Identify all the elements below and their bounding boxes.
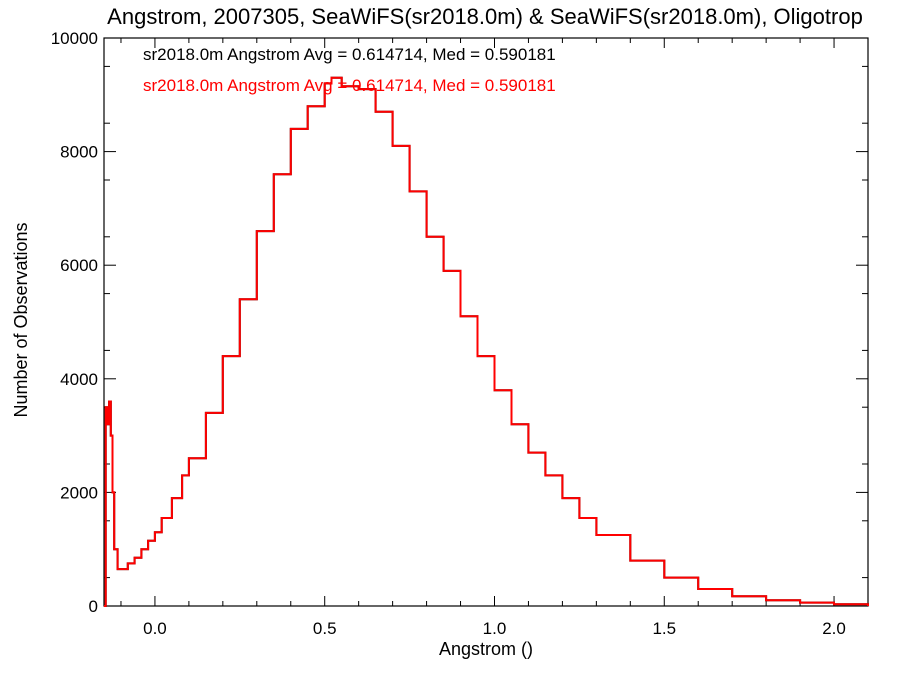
x-tick-label: 2.0 [822, 619, 846, 638]
series-line-black [104, 76, 869, 607]
y-tick-label: 10000 [51, 29, 98, 48]
y-axis-label: Number of Observations [11, 222, 31, 417]
y-tick-label: 8000 [60, 143, 98, 162]
x-tick-label: 1.5 [652, 619, 676, 638]
legend-entry-black: sr2018.0m Angstrom Avg = 0.614714, Med =… [143, 45, 556, 64]
x-tick-label: 0.0 [143, 619, 167, 638]
legend-entry-red: sr2018.0m Angstrom Avg = 0.614714, Med =… [143, 76, 556, 95]
x-axis-label: Angstrom () [439, 639, 533, 659]
y-tick-label: 2000 [60, 483, 98, 502]
plot-area [103, 37, 869, 607]
plot-frame [103, 37, 869, 607]
series-line-red [104, 76, 869, 607]
y-tick-label: 4000 [60, 370, 98, 389]
chart-title: Angstrom, 2007305, SeaWiFS(sr2018.0m) & … [107, 4, 863, 29]
x-tick-label: 0.5 [313, 619, 337, 638]
x-tick-label: 1.0 [483, 619, 507, 638]
y-tick-label: 6000 [60, 256, 98, 275]
y-tick-label: 0 [89, 597, 98, 616]
